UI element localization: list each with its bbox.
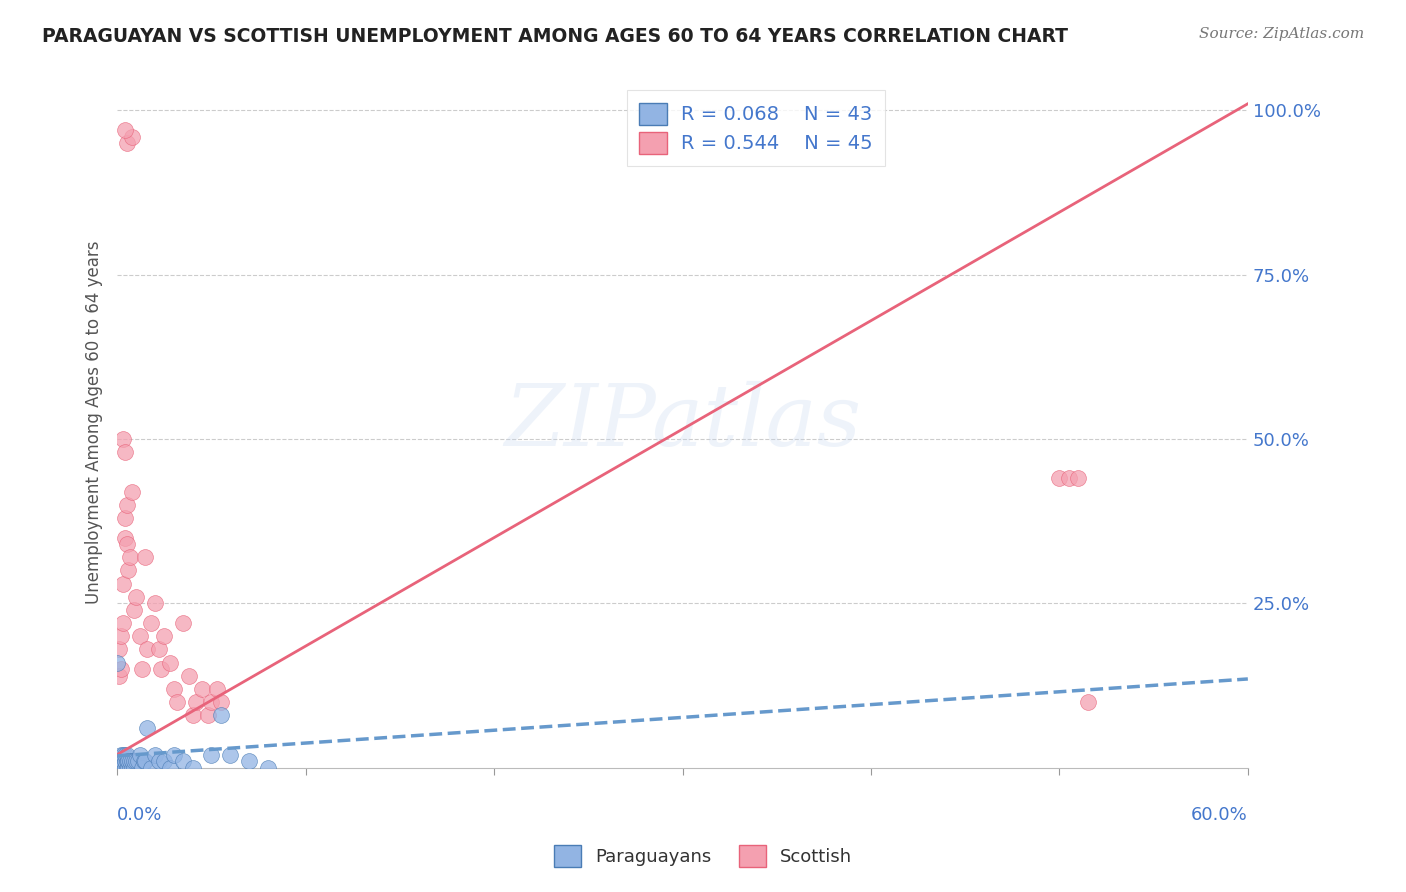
Text: Source: ZipAtlas.com: Source: ZipAtlas.com	[1198, 27, 1364, 41]
Scottish	[139, 616, 162, 631]
Scottish	[115, 537, 138, 551]
Text: 0.0%: 0.0%	[117, 805, 163, 823]
Paraguayans	[121, 761, 143, 775]
Paraguayans	[110, 754, 132, 768]
Paraguayans	[125, 754, 148, 768]
Scottish	[114, 531, 136, 545]
Scottish	[191, 681, 214, 696]
Paraguayans	[200, 747, 222, 762]
Scottish	[205, 681, 228, 696]
Paraguayans	[115, 747, 138, 762]
Scottish	[131, 662, 153, 676]
Paraguayans	[108, 754, 131, 768]
Paraguayans	[127, 754, 149, 768]
Paraguayans	[108, 761, 131, 775]
Scottish	[117, 564, 139, 578]
Paraguayans	[122, 761, 145, 775]
Paraguayans	[148, 754, 170, 768]
Scottish	[111, 432, 134, 446]
Paraguayans	[219, 747, 242, 762]
Scottish	[143, 596, 166, 610]
Scottish	[110, 662, 132, 676]
Scottish	[159, 656, 181, 670]
Scottish	[1067, 471, 1090, 485]
Text: ZIPatlas: ZIPatlas	[503, 381, 860, 464]
Paraguayans	[111, 761, 134, 775]
Scottish	[1077, 695, 1099, 709]
Scottish	[114, 123, 136, 137]
Scottish	[200, 695, 222, 709]
Paraguayans	[117, 761, 139, 775]
Paraguayans	[132, 754, 155, 768]
Scottish	[1047, 471, 1070, 485]
Paraguayans	[257, 761, 280, 775]
Scottish	[177, 668, 200, 682]
Scottish	[121, 129, 143, 144]
Scottish	[128, 629, 150, 643]
Scottish	[1057, 471, 1080, 485]
Paraguayans	[153, 754, 176, 768]
Paraguayans	[110, 761, 132, 775]
Scottish	[111, 576, 134, 591]
Paraguayans	[120, 754, 142, 768]
Scottish	[122, 603, 145, 617]
Scottish	[120, 550, 142, 565]
Scottish	[134, 550, 156, 565]
Paraguayans	[110, 747, 132, 762]
Scottish	[108, 642, 131, 657]
Scottish	[166, 695, 188, 709]
Scottish	[181, 708, 204, 723]
Paraguayans	[128, 747, 150, 762]
Paraguayans	[114, 754, 136, 768]
Paraguayans	[114, 761, 136, 775]
Paraguayans	[136, 721, 159, 735]
Paraguayans	[131, 761, 153, 775]
Paraguayans	[105, 656, 128, 670]
Scottish	[115, 498, 138, 512]
Paraguayans	[163, 747, 186, 762]
Scottish	[172, 616, 194, 631]
Paraguayans	[120, 761, 142, 775]
Scottish	[153, 629, 176, 643]
Legend: R = 0.068    N = 43, R = 0.544    N = 45: R = 0.068 N = 43, R = 0.544 N = 45	[627, 90, 886, 167]
Paraguayans	[238, 754, 260, 768]
Paraguayans	[159, 761, 181, 775]
Paraguayans	[134, 754, 156, 768]
Paraguayans	[143, 747, 166, 762]
Scottish	[114, 445, 136, 459]
Scottish	[136, 642, 159, 657]
Paraguayans	[172, 754, 194, 768]
Scottish	[186, 695, 208, 709]
Paraguayans	[181, 761, 204, 775]
Paraguayans	[117, 754, 139, 768]
Scottish	[197, 708, 219, 723]
Text: 60.0%: 60.0%	[1191, 805, 1249, 823]
Paraguayans	[209, 708, 232, 723]
Text: PARAGUAYAN VS SCOTTISH UNEMPLOYMENT AMONG AGES 60 TO 64 YEARS CORRELATION CHART: PARAGUAYAN VS SCOTTISH UNEMPLOYMENT AMON…	[42, 27, 1069, 45]
Paraguayans	[122, 754, 145, 768]
Scottish	[111, 616, 134, 631]
Scottish	[163, 681, 186, 696]
Paraguayans	[111, 747, 134, 762]
Y-axis label: Unemployment Among Ages 60 to 64 years: Unemployment Among Ages 60 to 64 years	[86, 241, 103, 604]
Paraguayans	[121, 754, 143, 768]
Scottish	[148, 642, 170, 657]
Scottish	[149, 662, 172, 676]
Legend: Paraguayans, Scottish: Paraguayans, Scottish	[547, 838, 859, 874]
Scottish	[110, 629, 132, 643]
Paraguayans	[111, 754, 134, 768]
Scottish	[108, 668, 131, 682]
Scottish	[125, 590, 148, 604]
Scottish	[115, 136, 138, 151]
Paraguayans	[115, 761, 138, 775]
Scottish	[114, 511, 136, 525]
Paraguayans	[114, 747, 136, 762]
Scottish	[121, 484, 143, 499]
Scottish	[209, 695, 232, 709]
Paraguayans	[115, 754, 138, 768]
Paraguayans	[139, 761, 162, 775]
